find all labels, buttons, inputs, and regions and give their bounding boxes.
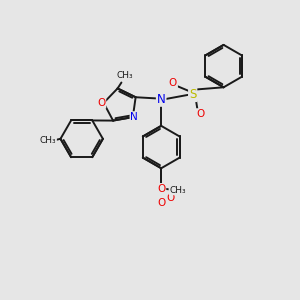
Text: O: O (97, 98, 105, 108)
Text: N: N (130, 112, 138, 122)
Text: O: O (157, 198, 165, 208)
Text: O: O (157, 184, 165, 194)
Text: S: S (189, 88, 196, 101)
Text: CH₃: CH₃ (40, 136, 56, 145)
Text: O: O (166, 193, 174, 203)
Text: O: O (196, 109, 205, 119)
Text: N: N (157, 93, 166, 106)
Text: CH₃: CH₃ (169, 186, 186, 195)
Text: CH₃: CH₃ (117, 71, 134, 80)
Text: O: O (169, 78, 177, 88)
Text: O: O (157, 185, 165, 195)
